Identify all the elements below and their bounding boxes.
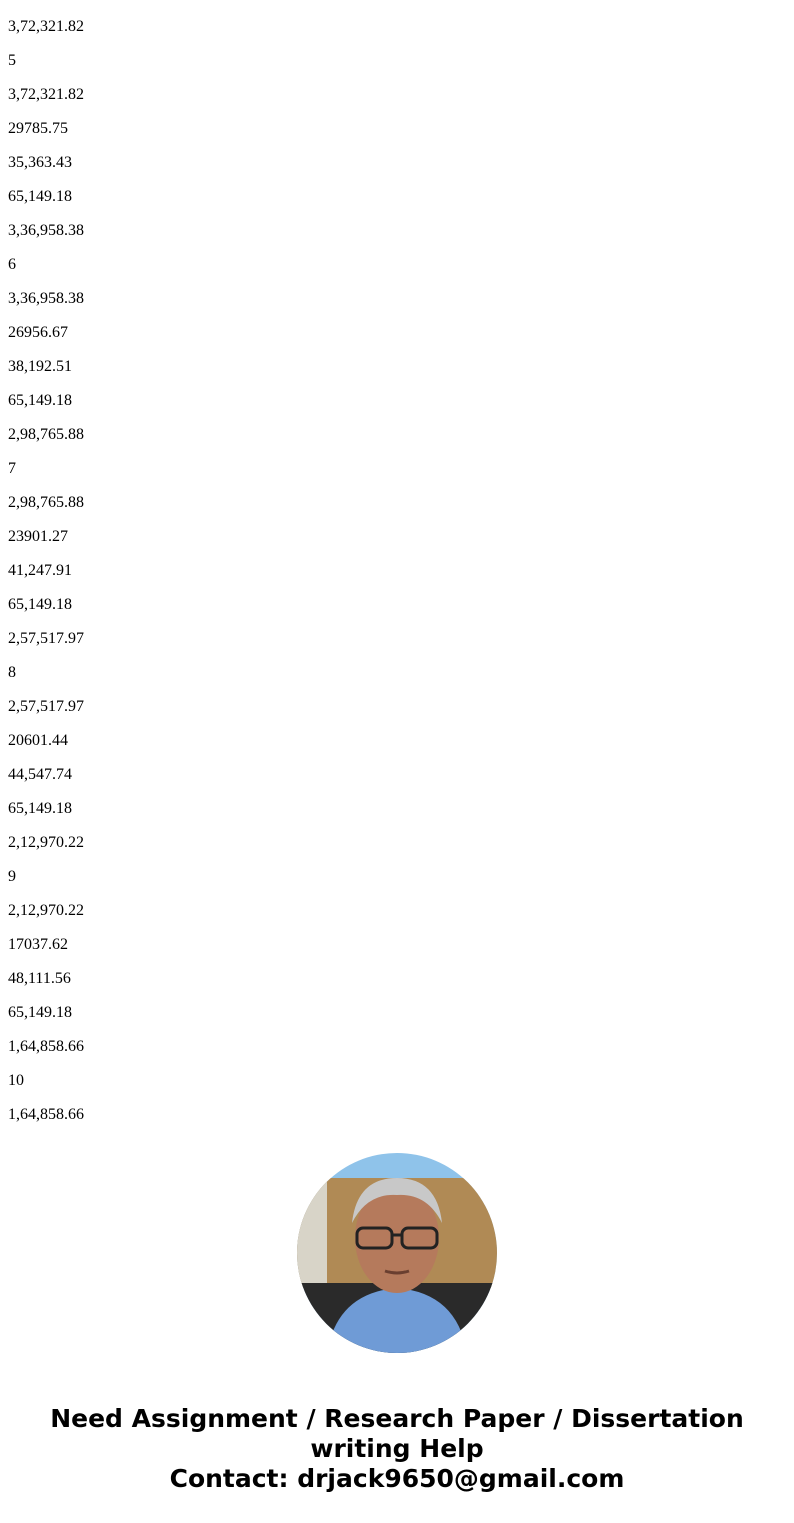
value-line: 2,98,765.88 — [8, 494, 84, 511]
value-line: 65,149.18 — [8, 596, 72, 613]
value-line: 9 — [8, 868, 16, 885]
contact-banner: Need Assignment / Research Paper / Disse… — [0, 1404, 794, 1494]
value-line: 8 — [8, 664, 16, 681]
value-line: 2,98,765.88 — [8, 426, 84, 443]
value-line: 6 — [8, 256, 16, 273]
contact-line-2: writing Help — [310, 1434, 484, 1463]
value-line: 20601.44 — [8, 732, 68, 749]
value-line: 3,36,958.38 — [8, 290, 84, 307]
value-line: 5 — [8, 52, 16, 69]
contact-line-1: Need Assignment / Research Paper / Disse… — [50, 1404, 744, 1433]
value-line: 3,36,958.38 — [8, 222, 84, 239]
value-line: 10 — [8, 1072, 24, 1089]
value-line: 65,149.18 — [8, 800, 72, 817]
value-line: 44,547.74 — [8, 766, 72, 783]
value-line: 2,57,517.97 — [8, 698, 84, 715]
value-line: 26956.67 — [8, 324, 68, 341]
value-line: 3,72,321.82 — [8, 86, 84, 103]
value-line: 41,247.91 — [8, 562, 72, 579]
value-line: 29785.75 — [8, 120, 68, 137]
value-line: 1,64,858.66 — [8, 1106, 84, 1123]
value-line: 17037.62 — [8, 936, 68, 953]
value-line: 48,111.56 — [8, 970, 71, 987]
value-line: 65,149.18 — [8, 188, 72, 205]
value-line: 3,72,321.82 — [8, 18, 84, 35]
value-line: 38,192.51 — [8, 358, 72, 375]
value-line: 35,363.43 — [8, 154, 72, 171]
value-line: 1,64,858.66 — [8, 1038, 84, 1055]
value-line: 2,57,517.97 — [8, 630, 84, 647]
value-line: 7 — [8, 460, 16, 477]
author-photo — [297, 1153, 497, 1353]
value-line: 65,149.18 — [8, 392, 72, 409]
value-line: 65,149.18 — [8, 1004, 72, 1021]
contact-email: Contact: drjack9650@gmail.com — [169, 1464, 625, 1493]
value-line: 2,12,970.22 — [8, 902, 84, 919]
value-list: 3,72,321.82 5 3,72,321.82 29785.75 35,363.43… — [8, 18, 84, 1140]
value-line: 2,12,970.22 — [8, 834, 84, 851]
value-line: 23901.27 — [8, 528, 68, 545]
